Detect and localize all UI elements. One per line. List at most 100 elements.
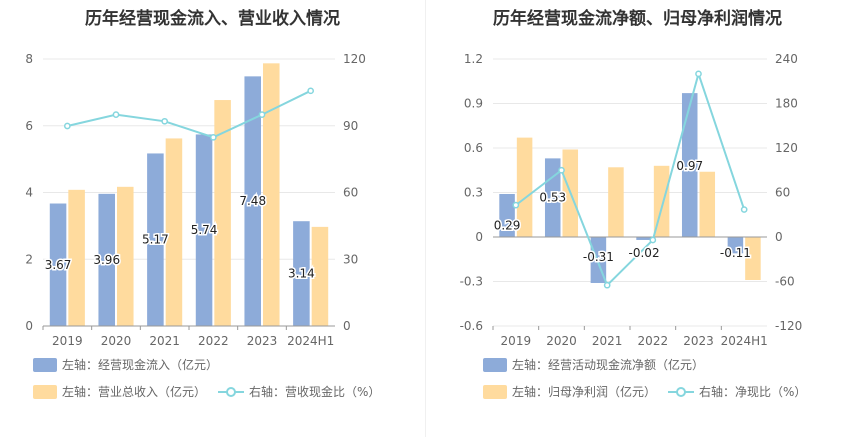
net-cashflow-profit-plot: -0.6 -0.3 0 0.3 0.6 0.9 1.2 -120 -60 0 60 120 180 240… — [460, 52, 803, 348]
data-label: 5.17 — [142, 233, 169, 247]
bar-primary — [727, 237, 744, 254]
left-axis-tick-label: 4 — [25, 186, 33, 200]
x-axis-tick-label: 2022 — [198, 334, 229, 348]
legend-item-cash-inflow[interactable]: 左轴：经营现金流入（亿元） — [33, 356, 218, 373]
data-label: 3.96 — [93, 253, 120, 267]
left-axis-tick-label: 0 — [25, 319, 33, 333]
left-axis-tick-label: 6 — [25, 119, 33, 133]
right-axis-tick-label: 60 — [343, 186, 358, 200]
left-axis-tick-label: 0 — [475, 230, 483, 244]
legend-row-1: 左轴：经营活动现金流净额（亿元） — [483, 356, 716, 373]
legend-label: 左轴：营业总收入（亿元） — [62, 385, 207, 399]
data-label: 0.29 — [494, 218, 521, 232]
x-axis-tick-label: 2021 — [149, 334, 180, 348]
right-axis-tick-label: 120 — [775, 141, 798, 155]
x-axis-tick-label: 2019 — [501, 334, 532, 348]
bar-primary — [244, 76, 261, 326]
bar-secondary — [68, 189, 85, 326]
data-label: 3.67 — [45, 258, 72, 272]
right-axis-tick-label: 30 — [343, 252, 358, 266]
legend-label: 左轴：经营现金流入（亿元） — [62, 358, 219, 372]
legend-swatch-net-profit — [483, 384, 507, 399]
legend-item-net-cashflow[interactable]: 左轴：经营活动现金流净额（亿元） — [483, 356, 704, 373]
legend-swatch-net-cashflow — [483, 357, 507, 372]
legend-row-2: 左轴：营业总收入（亿元） 右轴：营收现金比（%） — [33, 383, 392, 400]
net-cashflow-profit-chart-panel: 历年经营现金流净额、归母净利润情况 -0.6 -0.3 0 0.3 0.6 0.9 1.2-… — [425, 0, 850, 437]
ratio-point — [112, 111, 120, 118]
chart-title: 历年经营现金流入、营业收入情况 — [85, 9, 340, 29]
bar-secondary — [745, 237, 761, 281]
left-axis-tick-label: 0.6 — [464, 141, 483, 155]
legend-swatch-cash-inflow — [33, 357, 57, 372]
legend-swatch-net-cash-ratio — [668, 385, 695, 399]
x-axis-tick-label: 2021 — [592, 334, 623, 348]
bar-primary — [49, 203, 67, 326]
cashflow-revenue-chart-panel: 历年经营现金流入、营业收入情况 0 2 4 6 8 0 30 60 90 120 2019 2020 2… — [25, 9, 392, 400]
right-axis-tick-label: 240 — [775, 52, 798, 66]
bar-secondary — [699, 171, 716, 237]
legend-label: 左轴：归母净利润（亿元） — [512, 385, 657, 399]
x-axis-tick-label: 2024H1 — [721, 334, 768, 348]
data-label: 5.74 — [191, 223, 218, 237]
bar-secondary — [311, 226, 329, 326]
data-label: 0.53 — [539, 191, 566, 205]
data-label: -0.31 — [583, 250, 614, 264]
bar-primary — [293, 221, 310, 326]
legend-swatch-cash-revenue-ratio — [218, 385, 245, 399]
legend-row-2: 左轴：归母净利润（亿元） 右轴：净现比（%） — [483, 383, 818, 400]
legend-row-1: 左轴：经营现金流入（亿元） — [33, 356, 230, 373]
bar-secondary — [165, 138, 183, 326]
right-axis-tick-label: 180 — [775, 97, 798, 111]
ratio-line — [67, 89, 312, 139]
right-axis-tick-label: -120 — [775, 319, 802, 333]
left-axis-tick-label: 8 — [25, 52, 33, 66]
bar-primary — [681, 93, 698, 237]
ratio-point — [740, 206, 748, 213]
bar-secondary — [608, 167, 624, 237]
ratio-point — [649, 236, 657, 244]
x-axis-tick-label: 2023 — [683, 334, 714, 348]
bar-secondary — [214, 100, 231, 327]
ratio-point — [161, 117, 169, 125]
ratio-point — [258, 111, 266, 118]
legend-label: 右轴：净现比（%） — [699, 385, 807, 399]
ratio-point — [695, 70, 702, 78]
chart-title: 历年经营现金流净额、归母净利润情况 — [493, 9, 782, 29]
bar-secondary — [516, 137, 533, 237]
bar-primary — [147, 153, 164, 326]
ratio-point — [307, 87, 315, 95]
legend-swatch-revenue — [33, 384, 57, 399]
left-axis-tick-label: 2 — [25, 252, 33, 266]
x-axis-tick-label: 2019 — [52, 334, 83, 348]
bar-secondary — [263, 63, 280, 327]
legend-item-net-cash-ratio[interactable]: 右轴：净现比（%） — [668, 383, 806, 400]
legend-item-net-profit[interactable]: 左轴：归母净利润（亿元） — [483, 383, 656, 400]
bar-primary — [98, 193, 115, 326]
bar-primary — [499, 193, 515, 237]
x-axis-tick-label: 2020 — [546, 334, 577, 348]
bar-primary — [544, 158, 561, 237]
right-axis-tick-label: 0 — [775, 230, 783, 244]
ratio-point — [603, 281, 611, 289]
ratio-point — [558, 166, 565, 174]
left-axis-tick-label: 0.9 — [464, 97, 483, 111]
ratio-point — [512, 201, 520, 209]
x-axis-tick-label: 2022 — [638, 334, 669, 348]
x-axis-tick-label: 2024H1 — [287, 334, 334, 348]
data-label: 3.14 — [288, 267, 315, 281]
data-label: 7.48 — [239, 194, 266, 208]
ratio-point — [63, 122, 71, 130]
cashflow-revenue-plot: 0 2 4 6 8 0 30 60 90 120 2019 2020 2021 2022 2023 2024H… — [25, 52, 366, 348]
bar-primary — [636, 237, 652, 240]
legend-item-revenue[interactable]: 左轴：营业总收入（亿元） — [33, 383, 206, 400]
right-axis-tick-label: -60 — [775, 275, 795, 289]
right-axis-tick-label: 60 — [775, 186, 790, 200]
legend-label: 右轴：营收现金比（%） — [249, 385, 381, 399]
left-axis-tick-label: 0.3 — [464, 186, 483, 200]
legend-item-cash-revenue-ratio[interactable]: 右轴：营收现金比（%） — [218, 383, 380, 400]
ratio-line — [515, 70, 746, 287]
data-label: -0.02 — [629, 246, 660, 260]
left-axis-tick-label: -0.3 — [460, 275, 483, 289]
data-label: -0.11 — [720, 246, 751, 260]
ratio-point — [209, 133, 217, 141]
